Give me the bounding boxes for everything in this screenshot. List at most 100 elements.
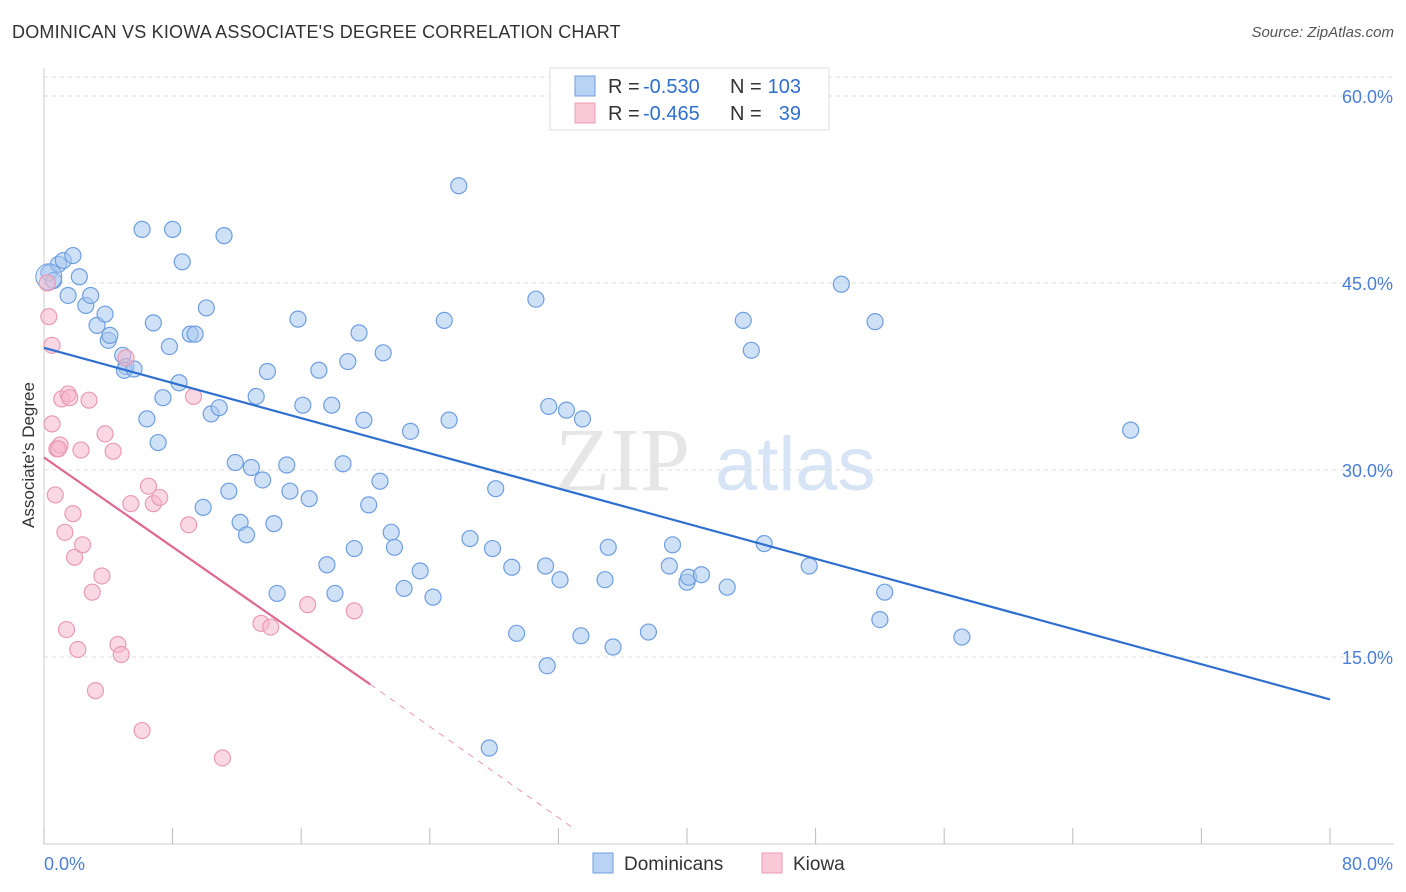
series-legend: Dominicans Kiowa (592, 852, 845, 875)
dominican-point (639, 623, 658, 641)
dominican-point (734, 311, 752, 329)
tick-labels: 15.0% 30.0% 45.0% 60.0% 0.0% 80.0% (44, 87, 1393, 874)
dominican-point (483, 539, 502, 558)
dominican-point (173, 253, 191, 271)
dominican-point (599, 538, 617, 556)
dominican-point (268, 584, 286, 603)
kiowa-point (57, 620, 76, 639)
dominican-point (82, 286, 100, 305)
legend-n-label-dominicans: N = (730, 76, 762, 98)
legend-n-value-dominicans: 103 (768, 76, 801, 98)
kiowa-point (69, 640, 87, 659)
dominican-point (242, 458, 260, 477)
kiowa-point (299, 596, 317, 614)
watermark-atlas: atlas (715, 422, 876, 507)
dominican-point (237, 526, 256, 544)
kiowa-point (180, 516, 198, 534)
dominican-point (278, 456, 296, 474)
kiowa-point (104, 442, 122, 460)
dominican-point (876, 583, 894, 601)
series-swatch-dominicans (592, 852, 614, 874)
dominican-point (866, 313, 884, 331)
dominican-point (440, 411, 458, 429)
dominican-point (800, 557, 818, 575)
dominican-point (385, 538, 404, 556)
dominican-point (160, 337, 178, 356)
y-axis-label: Associate's Degree (19, 382, 38, 528)
dominican-point (480, 739, 498, 757)
kiowa-point (73, 536, 92, 554)
dominican-point (226, 453, 244, 472)
dominican-point (310, 361, 328, 379)
dominican-point (371, 472, 389, 490)
dominican-point (596, 571, 614, 589)
kiowa-point (40, 308, 58, 326)
dominican-point (197, 299, 215, 317)
dominican-points (35, 177, 1140, 757)
dominican-point (194, 498, 212, 516)
kiowa-point (83, 583, 101, 601)
kiowa-point (139, 477, 158, 495)
dominican-point (289, 310, 307, 328)
dominican-point (572, 627, 590, 645)
dominican-point (871, 610, 889, 629)
dominican-point (64, 246, 82, 265)
axes (43, 68, 1394, 845)
dominican-point (527, 290, 545, 308)
dominican-point (350, 324, 368, 342)
kiowa-point (61, 389, 79, 407)
dominican-point (551, 571, 569, 589)
kiowa-point (117, 349, 135, 367)
x-tick-label-min: 0.0% (44, 854, 85, 874)
kiowa-points (38, 274, 363, 767)
dominican-point (450, 177, 468, 195)
kiowa-point (46, 486, 64, 504)
legend-n-label-kiowa: N = (730, 103, 762, 125)
kiowa-point (112, 645, 130, 664)
legend-r-value-kiowa: -0.465 (643, 103, 700, 125)
dominican-point (265, 515, 283, 533)
dominican-point (953, 628, 971, 646)
kiowa-point (65, 548, 84, 566)
dominican-point (247, 387, 265, 406)
dominican-point (164, 220, 182, 238)
dominican-point (360, 496, 378, 514)
kiowa-point (38, 274, 56, 292)
series-swatch-kiowa (761, 852, 783, 874)
dominican-point (318, 556, 336, 574)
kiowa-trend-extension (370, 684, 575, 830)
kiowa-point (262, 618, 280, 636)
dominican-point (186, 325, 204, 343)
dominican-point (326, 584, 344, 603)
dominican-point (144, 314, 162, 332)
dominican-point (345, 539, 363, 558)
y-tick-label: 30.0% (1342, 461, 1393, 481)
dominican-point (101, 326, 119, 344)
dominican-point (355, 411, 373, 429)
dominican-point (487, 480, 505, 498)
legend-swatch-dominicans (574, 75, 596, 97)
dominican-point (411, 562, 429, 580)
dominican-point (339, 352, 357, 371)
kiowa-point (86, 682, 105, 700)
dominican-point (461, 529, 479, 548)
dominican-point (557, 401, 576, 419)
kiowa-point (345, 602, 363, 620)
dominican-point (604, 638, 622, 656)
x-tick-label-max: 80.0% (1342, 854, 1393, 874)
legend-swatch-kiowa (574, 102, 596, 124)
chart-title: DOMINICAN VS KIOWA ASSOCIATE'S DEGREE CO… (12, 22, 621, 42)
legend-r-label-kiowa: R = (608, 103, 640, 125)
dominican-point (508, 624, 526, 642)
dominican-point (294, 396, 312, 414)
dominican-point (540, 397, 558, 416)
dominican-point (382, 523, 400, 541)
dominican-point (154, 389, 172, 407)
y-tick-label: 45.0% (1342, 274, 1393, 294)
kiowa-point (96, 425, 114, 443)
dominican-point (258, 362, 277, 381)
dominican-point (334, 455, 352, 473)
dominican-point (1122, 421, 1140, 439)
dominican-point (210, 399, 228, 417)
